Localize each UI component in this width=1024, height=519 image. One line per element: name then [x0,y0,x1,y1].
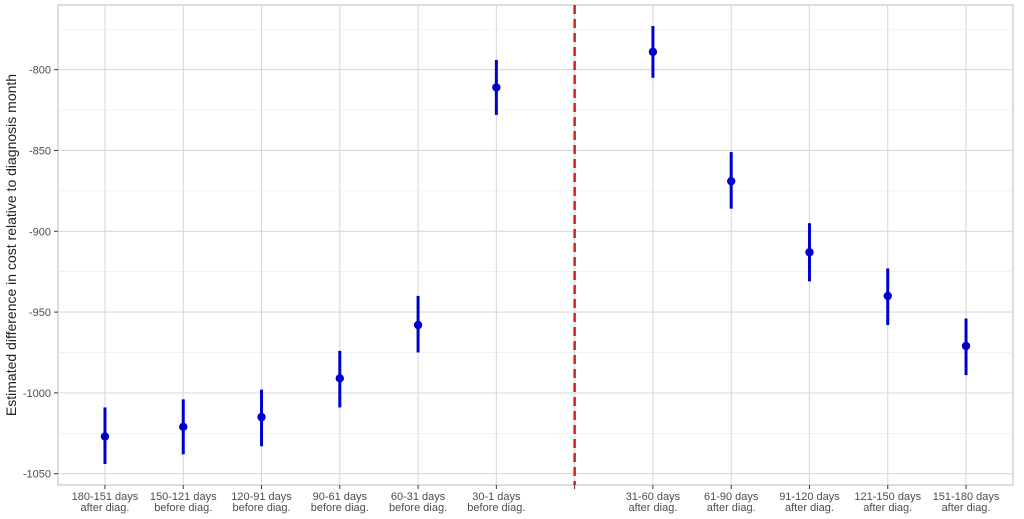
y-tick-label: -950 [29,307,51,319]
x-tick-label: 30-1 days before diag. [467,491,525,514]
x-tick-label: 31-60 days after diag. [626,491,681,514]
x-tick-label: 121-150 days after diag. [854,491,921,514]
x-tick-label-line: 180-151 days [72,491,139,503]
x-tick-label-line: 30-1 days [472,491,521,503]
x-tick-label-line: before diag. [311,502,369,514]
x-tick-label-line: 60-31 days [391,491,446,503]
x-tick-label-line: before diag. [389,502,447,514]
point [100,432,110,441]
point [492,83,501,92]
x-tick-label-line: 150-121 days [150,491,217,503]
y-tick-label: -1000 [23,388,51,400]
x-tick-label: 91-120 days after diag. [779,491,840,514]
y-axis-label: Estimated difference in cost relative to… [3,74,19,416]
x-tick-label-line: after diag. [942,502,991,514]
x-tick-label-line: 151-180 days [933,491,1000,503]
x-tick-label-line: before diag. [154,502,212,514]
point [335,374,345,383]
point [413,320,423,330]
x-tick-label: 150-121 days before diag. [150,491,217,514]
x-tick-label-line: 120-91 days [231,491,292,503]
x-tick-label-line: 91-120 days [779,491,840,503]
x-tick-label-line: 90-61 days [313,491,368,503]
x-tick-label-line: 31-60 days [626,491,681,503]
point [179,422,188,432]
x-tick-label: 120-91 days before diag. [231,491,292,514]
x-tick-label: 90-61 days before diag. [311,491,369,514]
y-tick-label: -1050 [23,469,51,481]
plot-panel [57,4,1014,486]
x-tick-label-line: 61-90 days [704,491,759,503]
x-tick-label: 61-90 days after diag. [704,491,759,514]
x-tick-label: 60-31 days before diag. [389,491,447,514]
x-tick-label-line: before diag. [467,502,525,514]
y-tick-label: -850 [29,145,51,157]
x-tick-label: 151-180 days after diag. [933,491,1000,514]
point [805,248,814,257]
point [726,176,736,186]
x-tick-label-line: after diag. [628,502,677,514]
point [257,412,266,422]
x-tick-label-line: after diag. [785,502,834,514]
y-tick-label: -800 [29,65,51,77]
y-tick-label: -900 [29,226,51,238]
x-tick-label: 180-151 days after diag. [72,491,139,514]
x-tick-label-line: before diag. [232,502,290,514]
x-tick-label-line: after diag. [707,502,756,514]
x-tick-label-line: after diag. [81,502,130,514]
x-tick-label-line: after diag. [863,502,912,514]
point [648,47,658,57]
point [883,291,892,301]
x-tick-label-line: 121-150 days [854,491,921,503]
point [961,341,971,351]
